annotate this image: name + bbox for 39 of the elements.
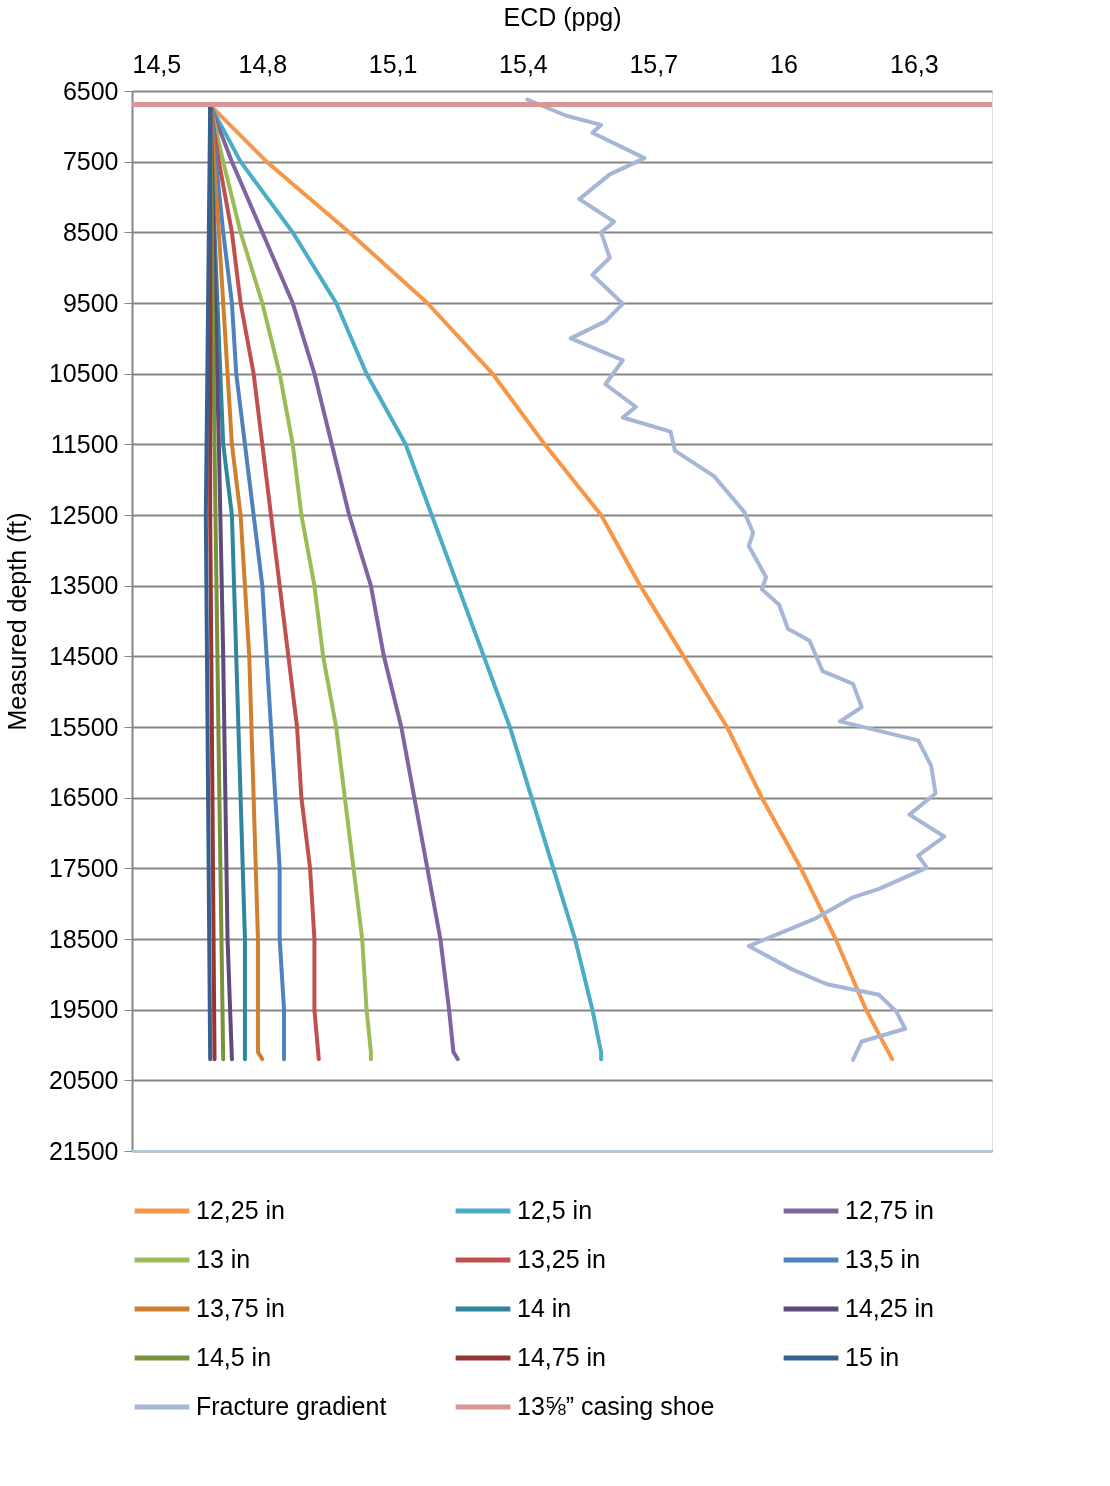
y-tick-label: 17500 [48, 853, 119, 882]
legend-label: 14,5 in [196, 1343, 272, 1371]
legend-label: 14 in [517, 1294, 572, 1322]
y-tick-label: 6500 [62, 76, 119, 105]
x-tick-label: 16 [770, 49, 798, 78]
x-tick-label: 15,7 [629, 49, 679, 78]
legend-label: 12,5 in [517, 1196, 593, 1224]
legend-label: 14,75 in [517, 1343, 606, 1371]
x-tick-label: 15,4 [499, 49, 548, 78]
legend-label: 14,25 in [845, 1294, 934, 1322]
x-tick-label: 14,8 [238, 49, 288, 78]
x-axis-title: ECD (ppg) [503, 2, 622, 31]
legend-label: Fracture gradient [196, 1392, 387, 1420]
y-tick-label: 16500 [48, 783, 119, 812]
y-tick-label: 21500 [48, 1136, 119, 1165]
legend-label: 13⅝” casing shoe [517, 1392, 715, 1420]
legend-label: 13,5 in [845, 1245, 921, 1273]
y-tick-label: 12500 [48, 500, 119, 529]
y-tick-label: 20500 [48, 1065, 119, 1094]
legend-label: 12,75 in [845, 1196, 934, 1224]
y-tick-label: 9500 [62, 288, 119, 317]
legend-label: 13 in [196, 1245, 251, 1273]
legend-label: 13,25 in [517, 1245, 606, 1273]
y-tick-label: 13500 [48, 571, 119, 600]
legend-label: 12,25 in [196, 1196, 285, 1224]
y-tick-label: 10500 [48, 359, 119, 388]
y-tick-label: 14500 [48, 641, 119, 670]
legend-label: 15 in [845, 1343, 900, 1371]
x-tick-label: 15,1 [368, 49, 418, 78]
y-tick-label: 18500 [48, 924, 119, 953]
y-tick-label: 15500 [48, 712, 119, 741]
y-axis-title: Measured depth (ft) [2, 512, 31, 731]
y-tick-label: 11500 [50, 429, 119, 458]
x-tick-label: 16,3 [889, 49, 939, 78]
y-tick-label: 19500 [48, 995, 119, 1024]
y-tick-label: 8500 [62, 217, 119, 246]
legend-label: 13,75 in [196, 1294, 285, 1322]
x-tick-label: 14,5 [132, 49, 182, 78]
y-tick-label: 7500 [62, 147, 119, 176]
